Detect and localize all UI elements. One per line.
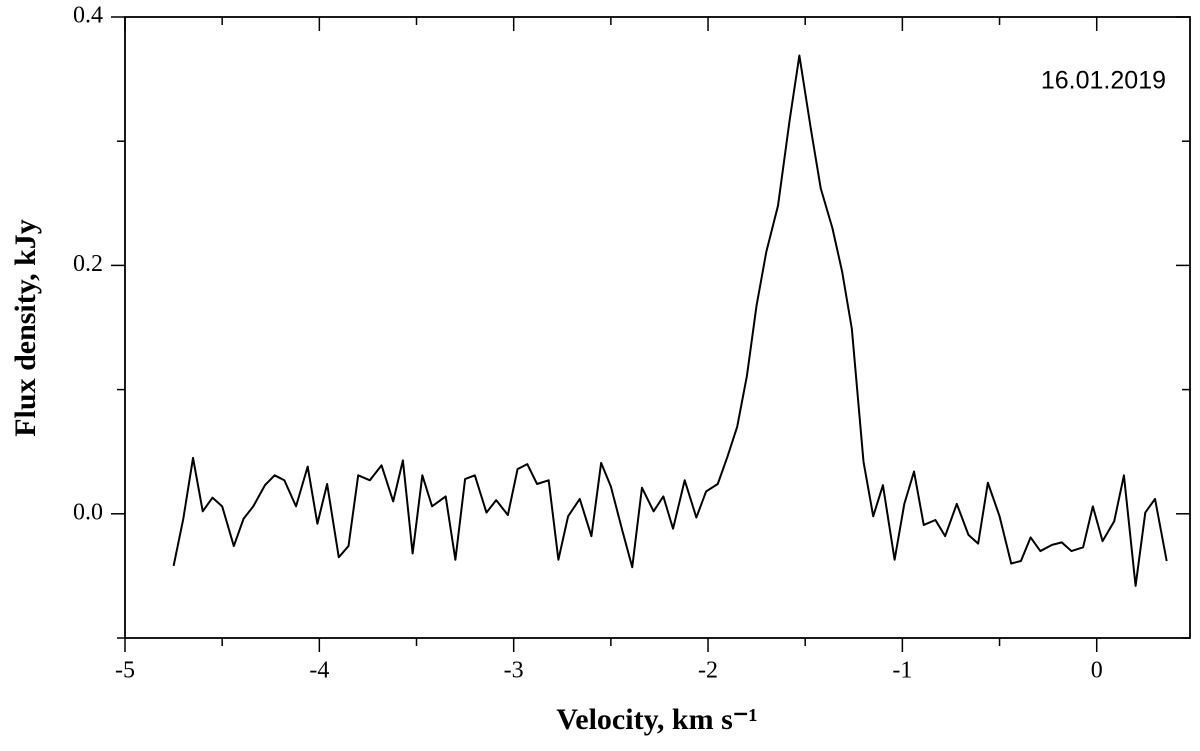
y-axis-label: Flux density, kJy (9, 219, 42, 437)
plot-frame (124, 16, 1191, 639)
x-axis-label: Velocity, km s⁻¹ (556, 703, 757, 736)
annotation: 16.01.2019 (1041, 67, 1166, 95)
x-tick-label: -3 (504, 658, 524, 684)
x-tick-label: 0 (1091, 658, 1103, 684)
data-line (172, 54, 1168, 587)
x-tick-label: -2 (698, 658, 718, 684)
y-tick-label: 0.4 (73, 3, 103, 29)
y-tick-label: 0.0 (73, 499, 103, 525)
x-tick-label: -1 (892, 658, 912, 684)
x-tick-label: -4 (309, 658, 329, 684)
x-tick-label: -5 (115, 658, 135, 684)
y-tick-label: 0.2 (73, 251, 103, 277)
